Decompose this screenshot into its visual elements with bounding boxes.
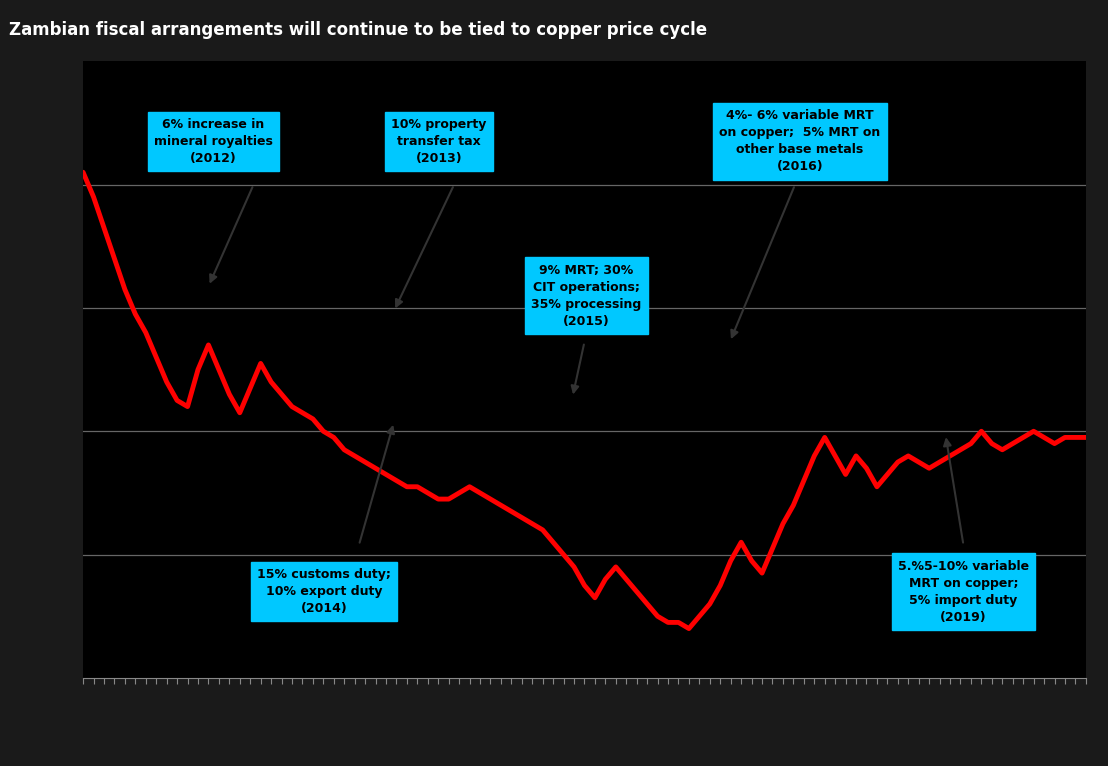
Text: 5.%5-10% variable
MRT on copper;
5% import duty
(2019): 5.%5-10% variable MRT on copper; 5% impo… xyxy=(897,560,1029,624)
Text: 6% increase in
mineral royalties
(2012): 6% increase in mineral royalties (2012) xyxy=(154,118,273,165)
Text: 15% customs duty;
10% export duty
(2014): 15% customs duty; 10% export duty (2014) xyxy=(257,568,391,615)
Text: Zambian fiscal arrangements will continue to be tied to copper price cycle: Zambian fiscal arrangements will continu… xyxy=(9,21,707,39)
Text: 4%- 6% variable MRT
on copper;  5% MRT on
other base metals
(2016): 4%- 6% variable MRT on copper; 5% MRT on… xyxy=(719,110,881,173)
Text: 9% MRT; 30%
CIT operations;
35% processing
(2015): 9% MRT; 30% CIT operations; 35% processi… xyxy=(532,264,642,328)
Text: 10% property
transfer tax
(2013): 10% property transfer tax (2013) xyxy=(391,118,486,165)
